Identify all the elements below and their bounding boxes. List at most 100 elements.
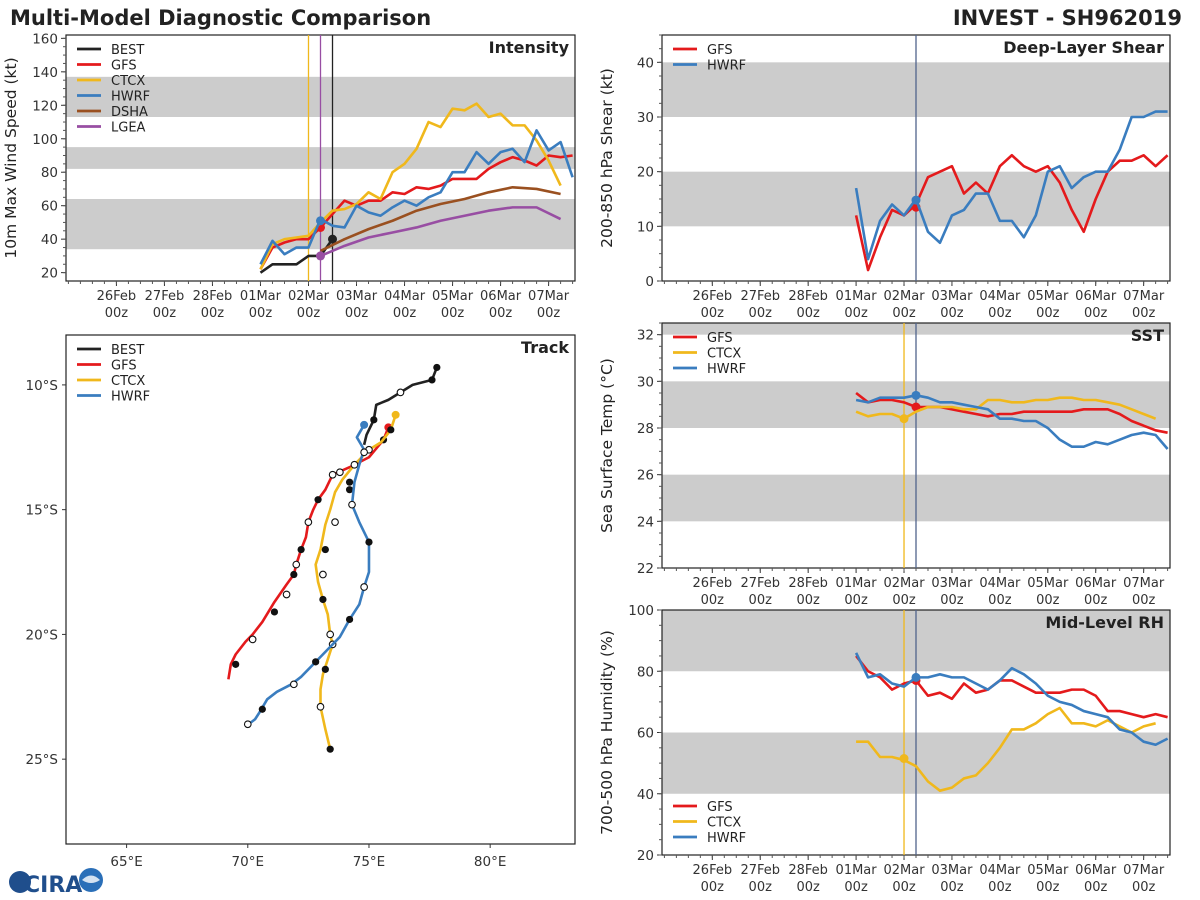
rh-ytick-label: 80 — [637, 664, 654, 680]
track-point-hwrf — [345, 478, 354, 486]
sst-ytick-label: 28 — [637, 421, 654, 437]
intensity-xtick-sublabel: 00z — [489, 306, 513, 321]
rh-xtick-sublabel: 00z — [844, 880, 868, 895]
cira-logo: CIRA — [9, 868, 103, 898]
intensity-xtick-sublabel: 00z — [105, 306, 129, 321]
intensity-xtick-sublabel: 00z — [393, 306, 417, 321]
rh-xtick-label: 04Mar — [979, 863, 1021, 878]
rh-xtick-label: 03Mar — [931, 863, 973, 878]
shear-xtick-sublabel: 00z — [844, 306, 868, 321]
rh-xtick-sublabel: 00z — [1132, 880, 1156, 895]
track-point-hwrf — [345, 615, 354, 624]
sst-line-gfs — [855, 391, 1168, 434]
shear-legend-label: GFS — [707, 43, 733, 58]
rh-ytick-label: 100 — [628, 603, 654, 619]
shear-xtick-label: 01Mar — [836, 289, 878, 304]
intensity-ytick-label: 80 — [41, 165, 58, 181]
track-point-ctcx — [319, 595, 327, 604]
logo-text: CIRA — [24, 873, 82, 898]
rh-xtick-label: 28Feb — [788, 863, 828, 878]
intensity-xtick-label: 27Feb — [145, 289, 185, 304]
main-title: Multi-Model Diagnostic Comparison — [10, 6, 432, 30]
track-end-ctcx — [326, 745, 334, 753]
shear-xtick-sublabel: 00z — [1132, 306, 1156, 321]
intensity-legend-label: GFS — [111, 59, 137, 74]
track-xtick-label: 75°E — [353, 854, 385, 870]
sst-panel — [657, 322, 1171, 573]
intensity-legend-label: DSHA — [111, 105, 148, 120]
rh-xtick-sublabel: 00z — [701, 880, 725, 895]
track-point-ctcx — [319, 570, 327, 579]
track-point-best — [428, 376, 436, 384]
intensity-point-best — [328, 234, 338, 244]
sst-ytick-label: 24 — [637, 514, 654, 530]
sst-xtick-sublabel: 00z — [1132, 593, 1156, 608]
intensity-point-lgea — [316, 251, 325, 261]
track-point-gfs — [232, 660, 240, 668]
sst-ytick-label: 22 — [637, 561, 654, 577]
intensity-ytick-label: 120 — [32, 98, 58, 114]
intensity-xtick-label: 26Feb — [97, 289, 137, 304]
intensity-line-ctcx — [259, 102, 562, 270]
track-point-gfs — [292, 560, 301, 569]
shear-point-hwrf — [911, 195, 921, 205]
track-point-hwrf — [360, 448, 368, 457]
intensity-xtick-label: 07Mar — [528, 289, 570, 304]
intensity-ylabel: 10m Max Wind Speed (kt) — [2, 57, 20, 258]
sst-xtick-label: 26Feb — [693, 576, 733, 591]
track-point-ctcx — [387, 426, 395, 434]
shear-legend-label: HWRF — [707, 59, 746, 74]
intensity-xtick-sublabel: 00z — [153, 306, 177, 321]
rh-legend-label: GFS — [707, 800, 733, 815]
sst-point-hwrf — [911, 390, 921, 400]
sst-title: SST — [1131, 326, 1164, 345]
sst-xtick-label: 07Mar — [1123, 576, 1165, 591]
track-point-gfs — [270, 608, 279, 616]
track-point-hwrf — [258, 705, 266, 713]
rh-xtick-label: 26Feb — [693, 863, 733, 878]
track-point-ctcx — [316, 702, 325, 711]
intensity-legend-label: LGEA — [111, 121, 146, 136]
shear-ytick-label: 10 — [637, 219, 654, 235]
shear-ytick-label: 30 — [637, 110, 654, 126]
sst-xtick-sublabel: 00z — [940, 593, 964, 608]
rh-panel — [657, 609, 1171, 860]
track-ytick-label: 15°S — [26, 503, 59, 519]
intensity-line-dsha — [319, 185, 561, 253]
intensity-panel — [61, 34, 576, 286]
rh-xtick-sublabel: 00z — [749, 880, 773, 895]
intensity-point-hwrf — [316, 216, 325, 226]
track-point-gfs — [304, 518, 313, 526]
track-point-ctcx — [336, 468, 344, 477]
track-legend-label: CTCX — [111, 374, 145, 389]
rh-xtick-label: 27Feb — [740, 863, 780, 878]
sst-xtick-sublabel: 00z — [892, 593, 916, 608]
intensity-legend-label: HWRF — [111, 90, 150, 105]
rh-xtick-sublabel: 00z — [892, 880, 916, 895]
track-point-gfs — [297, 545, 305, 554]
shear-xtick-sublabel: 00z — [1084, 306, 1108, 321]
rh-ytick-label: 60 — [637, 726, 654, 742]
intensity-xtick-label: 05Mar — [432, 289, 474, 304]
track-title: Track — [521, 338, 569, 357]
sst-xtick-label: 05Mar — [1027, 576, 1069, 591]
track-panel — [62, 334, 576, 848]
track-point-ctcx — [321, 545, 329, 554]
intensity-xtick-label: 03Mar — [336, 289, 378, 304]
sst-xtick-sublabel: 00z — [796, 593, 820, 608]
intensity-ytick-label: 40 — [41, 232, 58, 248]
sst-xtick-label: 06Mar — [1075, 576, 1117, 591]
track-legend-label: BEST — [111, 343, 144, 358]
intensity-xtick-label: 28Feb — [193, 289, 233, 304]
track-point-hwrf — [312, 658, 320, 666]
track-point-gfs — [282, 590, 291, 599]
track-point-hwrf — [360, 583, 368, 591]
rh-point-ctcx — [899, 754, 909, 764]
shear-line-hwrf — [854, 110, 1168, 261]
rh-xtick-sublabel: 00z — [1036, 880, 1060, 895]
sst-xtick-sublabel: 00z — [1036, 593, 1060, 608]
rh-legend-label: CTCX — [707, 816, 741, 831]
track-point-gfs — [314, 496, 322, 504]
track-point-ctcx — [331, 518, 339, 526]
